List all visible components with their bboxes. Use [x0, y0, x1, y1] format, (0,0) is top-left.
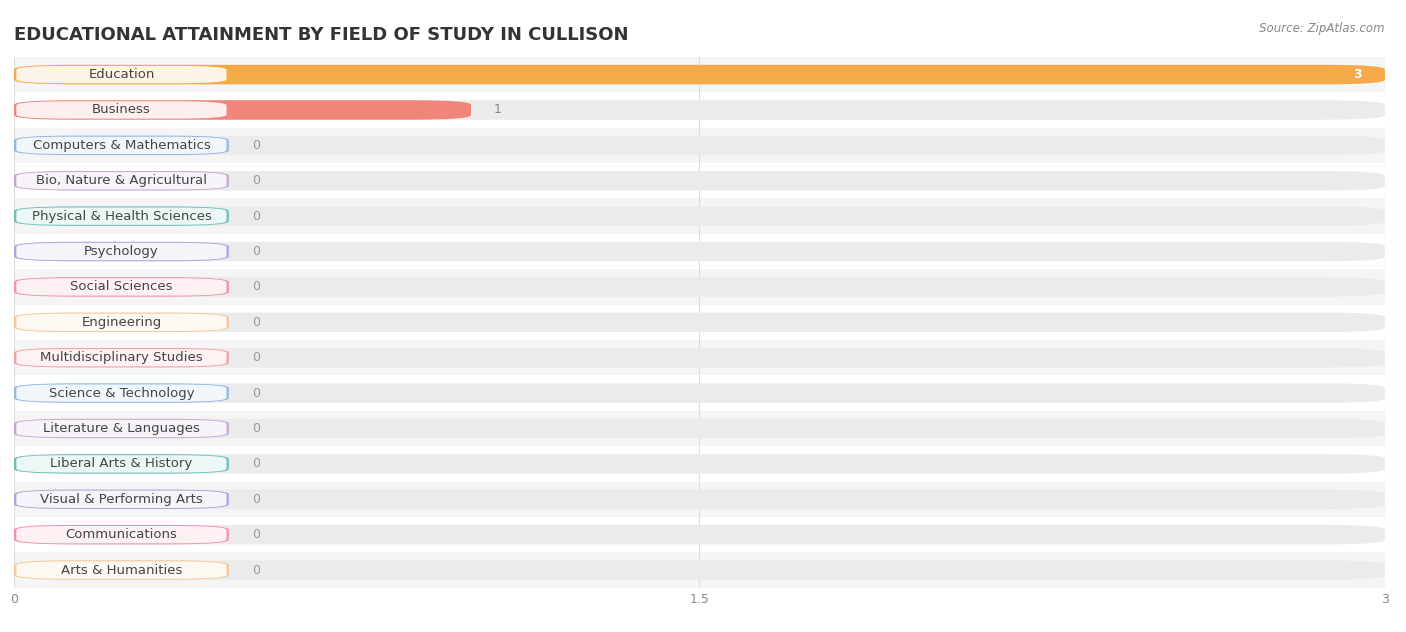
Text: Communications: Communications: [66, 528, 177, 541]
Text: Visual & Performing Arts: Visual & Performing Arts: [39, 493, 202, 506]
Text: Multidisciplinary Studies: Multidisciplinary Studies: [41, 351, 202, 364]
Bar: [14, 517, 1385, 552]
FancyBboxPatch shape: [17, 207, 226, 225]
Bar: [14, 128, 1385, 163]
Text: Psychology: Psychology: [84, 245, 159, 258]
FancyBboxPatch shape: [17, 455, 226, 473]
FancyBboxPatch shape: [14, 242, 1385, 261]
FancyBboxPatch shape: [17, 526, 226, 544]
FancyBboxPatch shape: [14, 454, 1385, 473]
FancyBboxPatch shape: [14, 561, 1385, 580]
FancyBboxPatch shape: [14, 348, 229, 367]
Bar: [14, 163, 1385, 198]
FancyBboxPatch shape: [14, 419, 229, 438]
Bar: [14, 552, 1385, 588]
FancyBboxPatch shape: [17, 349, 226, 367]
Text: Business: Business: [91, 104, 150, 116]
Text: 0: 0: [252, 564, 260, 576]
FancyBboxPatch shape: [14, 490, 1385, 509]
Text: 0: 0: [252, 316, 260, 329]
Bar: [14, 198, 1385, 234]
FancyBboxPatch shape: [14, 525, 1385, 544]
FancyBboxPatch shape: [17, 101, 226, 119]
FancyBboxPatch shape: [14, 454, 229, 473]
FancyBboxPatch shape: [14, 136, 229, 155]
Bar: [14, 234, 1385, 269]
Text: 0: 0: [252, 281, 260, 293]
Text: 0: 0: [252, 493, 260, 506]
Text: Engineering: Engineering: [82, 316, 162, 329]
Bar: [14, 446, 1385, 482]
Text: Source: ZipAtlas.com: Source: ZipAtlas.com: [1260, 22, 1385, 35]
Text: Literature & Languages: Literature & Languages: [44, 422, 200, 435]
Text: 0: 0: [252, 387, 260, 399]
FancyBboxPatch shape: [17, 137, 226, 154]
FancyBboxPatch shape: [14, 277, 1385, 296]
FancyBboxPatch shape: [14, 561, 229, 580]
Text: Bio, Nature & Agricultural: Bio, Nature & Agricultural: [37, 174, 207, 187]
FancyBboxPatch shape: [14, 419, 1385, 438]
Text: Social Sciences: Social Sciences: [70, 281, 173, 293]
FancyBboxPatch shape: [14, 65, 1385, 84]
FancyBboxPatch shape: [14, 100, 1385, 119]
FancyBboxPatch shape: [14, 277, 229, 296]
FancyBboxPatch shape: [17, 420, 226, 437]
Bar: [14, 305, 1385, 340]
FancyBboxPatch shape: [14, 348, 1385, 367]
Text: EDUCATIONAL ATTAINMENT BY FIELD OF STUDY IN CULLISON: EDUCATIONAL ATTAINMENT BY FIELD OF STUDY…: [14, 26, 628, 44]
FancyBboxPatch shape: [14, 490, 229, 509]
Text: Arts & Humanities: Arts & Humanities: [60, 564, 183, 576]
Text: 0: 0: [252, 139, 260, 152]
Text: Liberal Arts & History: Liberal Arts & History: [51, 458, 193, 470]
Bar: [14, 269, 1385, 305]
FancyBboxPatch shape: [14, 207, 1385, 226]
Bar: [14, 92, 1385, 128]
Text: 0: 0: [252, 458, 260, 470]
Text: Physical & Health Sciences: Physical & Health Sciences: [31, 210, 211, 222]
FancyBboxPatch shape: [14, 171, 229, 190]
Text: 0: 0: [252, 528, 260, 541]
FancyBboxPatch shape: [14, 313, 1385, 332]
FancyBboxPatch shape: [14, 384, 1385, 403]
FancyBboxPatch shape: [17, 172, 226, 190]
FancyBboxPatch shape: [14, 242, 229, 261]
Bar: [14, 375, 1385, 411]
FancyBboxPatch shape: [17, 66, 226, 83]
FancyBboxPatch shape: [14, 136, 1385, 155]
Bar: [14, 482, 1385, 517]
Text: 1: 1: [494, 104, 502, 116]
FancyBboxPatch shape: [17, 243, 226, 260]
Bar: [14, 340, 1385, 375]
FancyBboxPatch shape: [14, 171, 1385, 190]
FancyBboxPatch shape: [14, 100, 471, 119]
FancyBboxPatch shape: [14, 384, 229, 403]
FancyBboxPatch shape: [14, 65, 1385, 84]
FancyBboxPatch shape: [17, 313, 226, 331]
FancyBboxPatch shape: [17, 278, 226, 296]
Text: 0: 0: [252, 174, 260, 187]
FancyBboxPatch shape: [17, 490, 226, 508]
Text: 0: 0: [252, 351, 260, 364]
Text: Computers & Mathematics: Computers & Mathematics: [32, 139, 211, 152]
Text: Science & Technology: Science & Technology: [49, 387, 194, 399]
Text: 0: 0: [252, 245, 260, 258]
FancyBboxPatch shape: [14, 525, 229, 544]
Bar: [14, 57, 1385, 92]
FancyBboxPatch shape: [17, 561, 226, 579]
Text: Education: Education: [89, 68, 155, 81]
FancyBboxPatch shape: [17, 384, 226, 402]
Text: 3: 3: [1354, 68, 1362, 81]
FancyBboxPatch shape: [14, 313, 229, 332]
Text: 0: 0: [252, 422, 260, 435]
FancyBboxPatch shape: [14, 207, 229, 226]
Text: 0: 0: [252, 210, 260, 222]
Bar: [14, 411, 1385, 446]
